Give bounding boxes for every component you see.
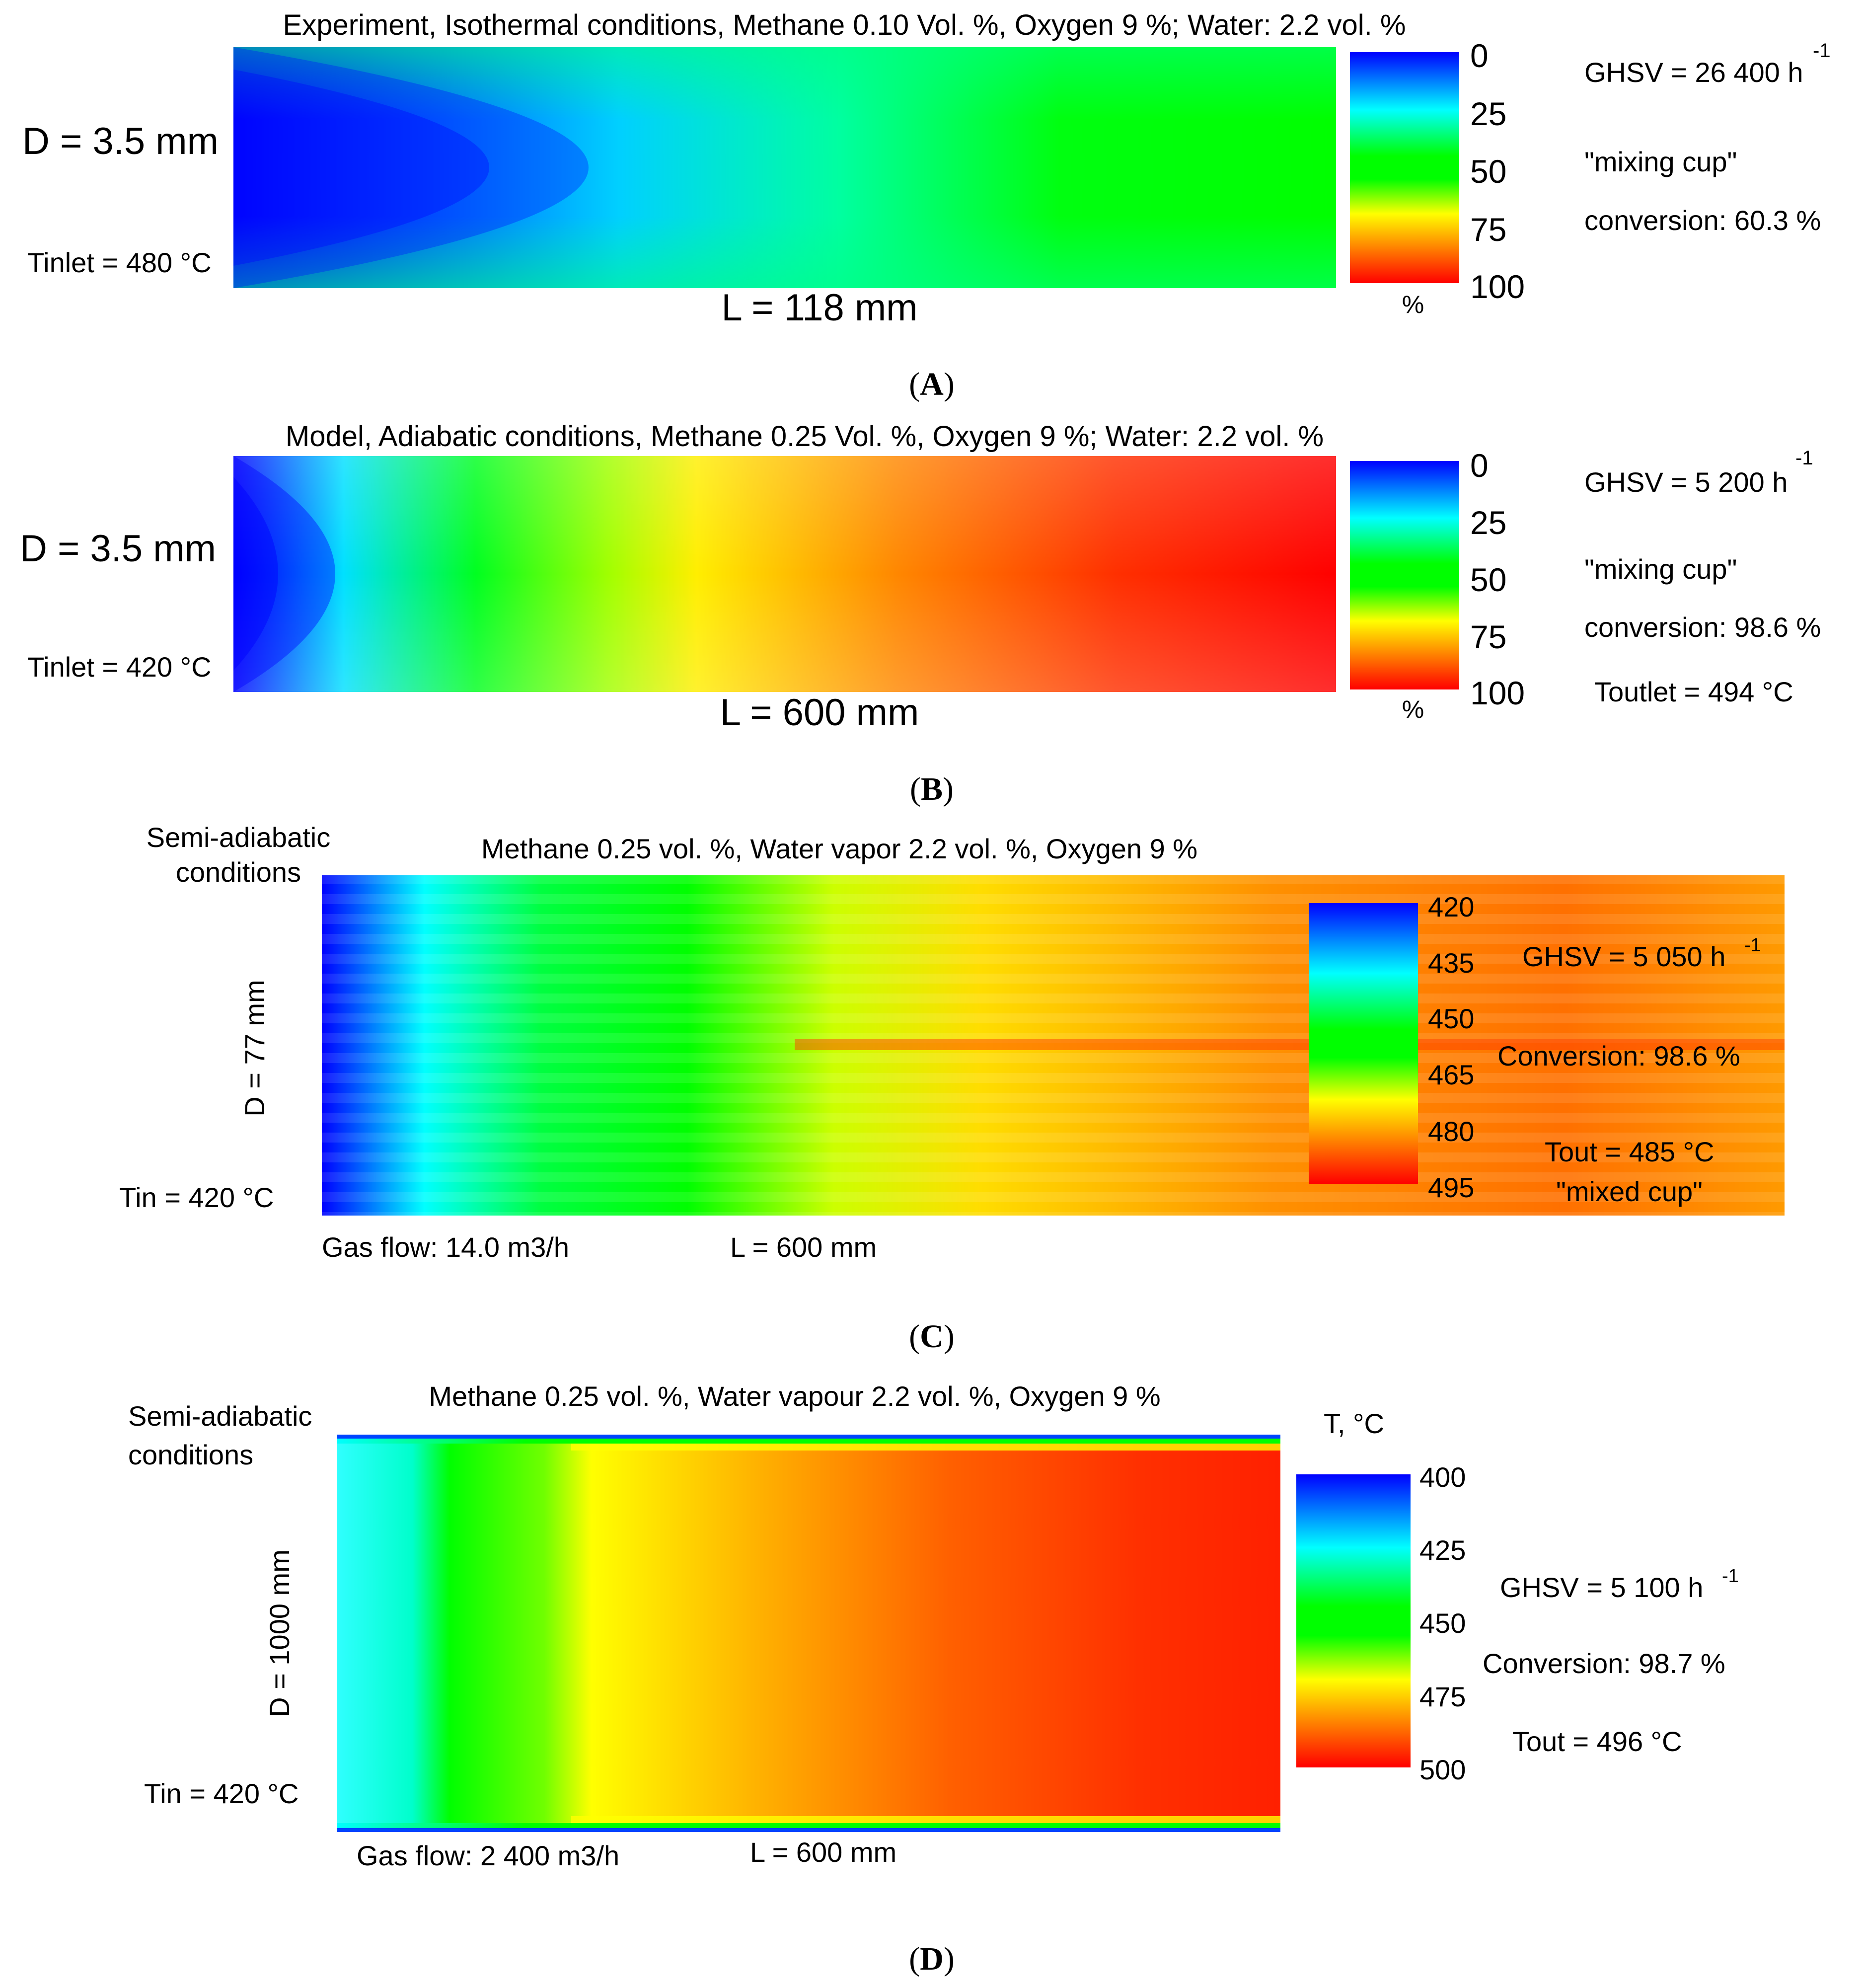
panel-d-ghsv-exponent: -1 (1722, 1566, 1739, 1587)
colorbar-tick: 75 (1470, 211, 1506, 248)
colorbar-tick: 0 (1470, 37, 1489, 74)
panel-c-ghsv: GHSV = 5 050 h (1522, 941, 1725, 972)
panel-c-outlet: Tout = 485 °C (1545, 1136, 1715, 1167)
colorbar-tick: 75 (1470, 618, 1506, 655)
panel-c-conversion: Conversion: 98.6 % (1497, 1040, 1740, 1071)
panel-a-colorbar-unit: % (1402, 291, 1424, 318)
panel-b-diameter: D = 3.5 mm (20, 528, 216, 570)
panel-a-mixing: "mixing cup" (1584, 146, 1737, 177)
panel-d: Semi-adiabatic conditions Methane 0.25 v… (128, 1380, 1739, 1977)
panel-c-heatmap (322, 875, 1785, 1216)
panel-d-label: (D) (909, 1941, 955, 1977)
colorbar-tick: 100 (1470, 675, 1525, 711)
panel-b-colorbar-unit: % (1402, 695, 1424, 723)
panel-a-diameter: D = 3.5 mm (22, 120, 219, 162)
colorbar-tick: 25 (1470, 504, 1506, 541)
colorbar-tick: 400 (1419, 1461, 1466, 1493)
panel-b-info: GHSV = 5 200 h -1 "mixing cup" conversio… (1584, 447, 1821, 707)
panel-a-heatmap (233, 47, 1336, 288)
panel-a: Experiment, Isothermal conditions, Metha… (22, 9, 1831, 402)
panel-d-inlet: Tin = 420 °C (144, 1778, 298, 1809)
colorbar-tick: 50 (1470, 153, 1506, 190)
panel-c-colorbar-ticks: 420 435 450 465 480 495 (1428, 891, 1474, 1203)
panel-a-title: Experiment, Isothermal conditions, Metha… (283, 9, 1406, 41)
panel-a-colorbar (1350, 52, 1459, 283)
panel-a-inlet: Tinlet = 480 °C (27, 247, 212, 278)
panel-a-info: GHSV = 26 400 h -1 "mixing cup" conversi… (1584, 40, 1831, 236)
panel-b-ghsv: GHSV = 5 200 h (1584, 466, 1788, 498)
panel-a-length: L = 118 mm (722, 287, 918, 329)
panel-c-label: (C) (909, 1318, 955, 1355)
colorbar-tick: 500 (1419, 1754, 1466, 1785)
panel-b-ghsv-exponent: -1 (1795, 447, 1813, 469)
colorbar-tick: 480 (1428, 1116, 1474, 1147)
colorbar-tick: 425 (1419, 1534, 1466, 1566)
colorbar-tick: 420 (1428, 891, 1474, 922)
panel-b-conversion: conversion: 98.6 % (1584, 612, 1821, 643)
panel-b-colorbar-ticks: 0 25 50 75 100 (1470, 447, 1525, 711)
panel-c-length: L = 600 mm (730, 1231, 877, 1263)
panel-d-colorbar-title: T, °C (1324, 1408, 1384, 1439)
panel-b-title: Model, Adiabatic conditions, Methane 0.2… (286, 420, 1324, 453)
panel-d-heatmap (337, 1435, 1280, 1832)
panel-b-inlet: Tinlet = 420 °C (27, 651, 212, 683)
panel-a-conversion: conversion: 60.3 % (1584, 205, 1821, 236)
colorbar-tick: 100 (1470, 268, 1525, 305)
panel-b-length: L = 600 mm (720, 691, 919, 734)
panel-d-conditions-line1: Semi-adiabatic (128, 1400, 312, 1432)
panel-c-conditions-line2: conditions (176, 856, 301, 888)
panel-d-outlet: Tout = 496 °C (1512, 1726, 1682, 1757)
panel-b-colorbar (1350, 461, 1459, 689)
colorbar-tick: 450 (1428, 1003, 1474, 1034)
panel-b: Model, Adiabatic conditions, Methane 0.2… (20, 420, 1821, 807)
panel-c-title: Methane 0.25 vol. %, Water vapor 2.2 vol… (481, 833, 1197, 864)
colorbar-tick: 0 (1470, 447, 1489, 484)
panel-a-ghsv: GHSV = 26 400 h (1584, 57, 1803, 88)
panel-d-diameter: D = 1000 mm (264, 1549, 295, 1717)
colorbar-tick: 450 (1419, 1607, 1466, 1639)
panel-d-length: L = 600 mm (750, 1836, 896, 1868)
panel-d-gasflow: Gas flow: 2 400 m3/h (357, 1840, 619, 1871)
colorbar-tick: 465 (1428, 1059, 1474, 1090)
colorbar-tick: 50 (1470, 561, 1506, 598)
colorbar-tick: 495 (1428, 1172, 1474, 1203)
panel-b-heatmap (233, 456, 1336, 692)
panel-d-title: Methane 0.25 vol. %, Water vapour 2.2 vo… (429, 1380, 1160, 1412)
panel-c-diameter: D = 77 mm (239, 980, 270, 1116)
panel-c-inlet: Tin = 420 °C (119, 1182, 274, 1213)
panel-c: Semi-adiabatic conditions Methane 0.25 v… (119, 822, 1785, 1355)
panel-d-conversion: Conversion: 98.7 % (1483, 1648, 1725, 1679)
colorbar-tick: 435 (1428, 947, 1474, 979)
panel-a-ghsv-exponent: -1 (1813, 40, 1831, 62)
panel-c-colorbar (1309, 903, 1418, 1184)
panel-d-colorbar-ticks: 400 425 450 475 500 (1419, 1461, 1466, 1785)
panel-d-ghsv: GHSV = 5 100 h (1500, 1572, 1703, 1603)
panel-b-label: (B) (910, 771, 954, 807)
panel-d-colorbar (1296, 1474, 1411, 1767)
panel-a-label: (A) (909, 366, 955, 402)
colorbar-tick: 25 (1470, 95, 1506, 132)
panel-d-conditions-line2: conditions (128, 1439, 253, 1470)
panel-c-conditions-line1: Semi-adiabatic (147, 822, 330, 853)
panel-b-outlet: Toutlet = 494 °C (1594, 676, 1793, 707)
panel-c-gasflow: Gas flow: 14.0 m3/h (322, 1231, 569, 1263)
panel-c-info: GHSV = 5 050 h -1 Conversion: 98.6 % Tou… (1497, 935, 1761, 1207)
panel-b-mixing: "mixing cup" (1584, 553, 1737, 585)
panel-c-mixed: "mixed cup" (1556, 1176, 1703, 1207)
panel-d-info: GHSV = 5 100 h -1 Conversion: 98.7 % Tou… (1483, 1566, 1739, 1757)
panel-c-ghsv-exponent: -1 (1744, 935, 1761, 956)
panel-a-colorbar-ticks: 0 25 50 75 100 (1470, 37, 1525, 305)
colorbar-tick: 475 (1419, 1681, 1466, 1712)
